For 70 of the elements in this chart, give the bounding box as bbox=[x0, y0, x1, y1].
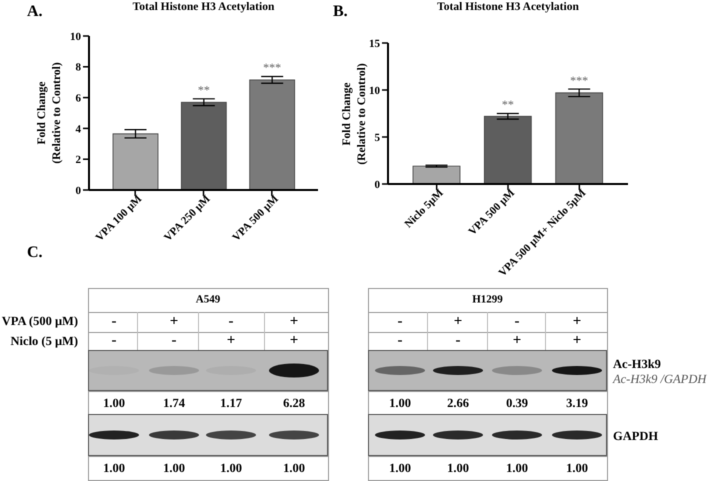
bar bbox=[180, 102, 227, 190]
text: + bbox=[572, 314, 582, 330]
text: 1.00 bbox=[506, 460, 528, 475]
text: 1.00 bbox=[103, 395, 125, 410]
y-tick-label: 6 bbox=[76, 92, 82, 105]
text: + bbox=[290, 314, 298, 330]
bar bbox=[112, 133, 158, 190]
bar bbox=[412, 166, 460, 184]
text: A. bbox=[27, 3, 43, 20]
text: 1.00 bbox=[389, 460, 411, 475]
y-tick-label: 8 bbox=[76, 62, 82, 74]
text: + bbox=[454, 314, 462, 330]
bar bbox=[555, 92, 604, 184]
x-tick-label: VPA 100 μM bbox=[94, 192, 145, 244]
text: - bbox=[398, 332, 402, 348]
y-tick-label: 15 bbox=[369, 38, 380, 50]
chart-title: Total Histone H3 Acetylation bbox=[437, 1, 579, 13]
text: C. bbox=[27, 244, 43, 261]
text: - bbox=[398, 314, 402, 330]
y-tick-label: 2 bbox=[76, 154, 82, 166]
text: 1.00 bbox=[220, 460, 242, 475]
text: A549 bbox=[196, 294, 220, 306]
text: - bbox=[112, 314, 116, 330]
text: + bbox=[512, 332, 522, 348]
text: B. bbox=[333, 3, 348, 20]
data-label: ** bbox=[198, 83, 210, 98]
text: Niclo (5 μM) bbox=[10, 334, 78, 348]
y-tick-label: 10 bbox=[70, 30, 82, 43]
text: 2.66 bbox=[447, 395, 469, 410]
text: 3.19 bbox=[566, 395, 588, 410]
data-label: ** bbox=[502, 98, 514, 112]
y-tick-label: 10 bbox=[369, 84, 380, 97]
text: - bbox=[172, 332, 176, 348]
text: - bbox=[456, 332, 460, 348]
text: VPA (500 μM) bbox=[2, 314, 78, 328]
y-tick-label: 5 bbox=[374, 132, 380, 144]
text: 6.28 bbox=[283, 395, 305, 410]
y-axis-title: Fold Change (Relative to Control) bbox=[340, 62, 368, 164]
y-tick-label: 4 bbox=[76, 123, 82, 136]
text: - bbox=[228, 314, 234, 330]
y-tick-label: 0 bbox=[76, 184, 82, 197]
text: + bbox=[572, 332, 582, 348]
text: 1.00 bbox=[389, 395, 411, 410]
data-label: *** bbox=[570, 73, 588, 88]
bar bbox=[484, 116, 532, 184]
data-label: *** bbox=[263, 60, 282, 75]
text: 1.00 bbox=[163, 460, 185, 475]
y-tick-label: 0 bbox=[374, 178, 380, 191]
text: 1.00 bbox=[103, 460, 125, 475]
text: 1.00 bbox=[566, 460, 588, 475]
x-tick-label: VPA 250 μM bbox=[162, 192, 214, 244]
x-tick-label: VPA 500 μM bbox=[466, 186, 518, 238]
text: - bbox=[514, 314, 520, 330]
text: + bbox=[170, 314, 178, 330]
text: 1.17 bbox=[220, 395, 242, 410]
text: GAPDH bbox=[613, 428, 658, 443]
text: - bbox=[112, 332, 116, 348]
text: Ac-H3k9 /GAPDH bbox=[613, 372, 706, 386]
text: H1299 bbox=[472, 294, 503, 306]
bar bbox=[249, 79, 296, 190]
text: 0.39 bbox=[506, 395, 528, 410]
text: + bbox=[226, 332, 236, 348]
text: 1.00 bbox=[447, 460, 469, 475]
text: 1.74 bbox=[163, 395, 185, 410]
text: 1.00 bbox=[283, 460, 305, 475]
text: Ac-H3k9 bbox=[613, 356, 661, 371]
text: + bbox=[290, 332, 298, 348]
x-tick-label: VPA 500 μM bbox=[230, 192, 282, 244]
y-axis-title: Fold Change (Relative to Control) bbox=[34, 62, 64, 164]
chart-title: Total Histone H3 Acetylation bbox=[132, 1, 274, 13]
